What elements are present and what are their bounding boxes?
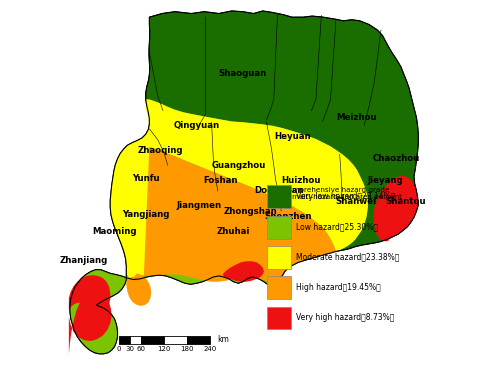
Polygon shape <box>222 261 264 282</box>
Text: Shanwei: Shanwei <box>336 197 376 207</box>
Text: Meizhou: Meizhou <box>336 113 376 122</box>
Text: Very high hazard（8.73%）: Very high hazard（8.73%） <box>296 313 394 322</box>
Bar <box>267 185 291 208</box>
Text: Zhongshan: Zhongshan <box>223 207 277 216</box>
Text: Qingyuan: Qingyuan <box>174 121 220 129</box>
Bar <box>164 335 187 344</box>
Text: Chaozhou: Chaozhou <box>372 154 420 162</box>
Text: High hazard（19.45%）: High hazard（19.45%） <box>296 283 380 292</box>
Text: Guangzhou: Guangzhou <box>212 161 266 170</box>
Text: Shantou: Shantou <box>385 197 426 207</box>
Bar <box>267 306 291 329</box>
Bar <box>267 276 291 299</box>
Text: Comprehensive hazard grade
of multi-hazard and area percent: Comprehensive hazard grade of multi-haza… <box>282 187 402 200</box>
Polygon shape <box>374 175 418 242</box>
Polygon shape <box>69 292 112 354</box>
Text: 60: 60 <box>137 345 146 352</box>
Bar <box>130 335 141 344</box>
Text: Low hazard（25.30%）: Low hazard（25.30%） <box>296 223 378 232</box>
Text: Very low hazard（23.14%）: Very low hazard（23.14%） <box>296 192 395 201</box>
Text: km: km <box>217 335 228 344</box>
Text: Yangjiang: Yangjiang <box>122 210 170 219</box>
Text: Zhuhai: Zhuhai <box>217 227 250 236</box>
Text: 30: 30 <box>126 345 134 352</box>
Text: 180: 180 <box>180 345 194 352</box>
Text: Foshan: Foshan <box>204 175 238 184</box>
Text: Heyuan: Heyuan <box>274 132 310 141</box>
Text: Maoming: Maoming <box>92 227 137 236</box>
Bar <box>187 335 210 344</box>
Text: 240: 240 <box>204 345 216 352</box>
Text: Dongguan: Dongguan <box>254 187 304 196</box>
Polygon shape <box>69 275 110 312</box>
Text: Yunfu: Yunfu <box>132 174 160 183</box>
Bar <box>142 335 165 344</box>
Text: Shaoguan: Shaoguan <box>218 69 267 78</box>
Text: Shenzhen: Shenzhen <box>264 212 312 221</box>
Text: Huizhou: Huizhou <box>282 175 321 184</box>
Text: 120: 120 <box>158 345 171 352</box>
Polygon shape <box>110 99 368 280</box>
Polygon shape <box>70 99 368 354</box>
Polygon shape <box>126 147 336 306</box>
Text: Zhanjiang: Zhanjiang <box>60 256 108 265</box>
Text: Jiangmen: Jiangmen <box>176 201 222 210</box>
Text: 0: 0 <box>116 345 121 352</box>
Bar <box>118 335 130 344</box>
Bar <box>267 216 291 239</box>
Text: Jieyang: Jieyang <box>368 175 403 184</box>
Text: Moderate hazard（23.38%）: Moderate hazard（23.38%） <box>296 253 399 262</box>
Bar <box>267 246 291 269</box>
Polygon shape <box>70 11 418 354</box>
Text: Zhaoqing: Zhaoqing <box>138 146 183 155</box>
